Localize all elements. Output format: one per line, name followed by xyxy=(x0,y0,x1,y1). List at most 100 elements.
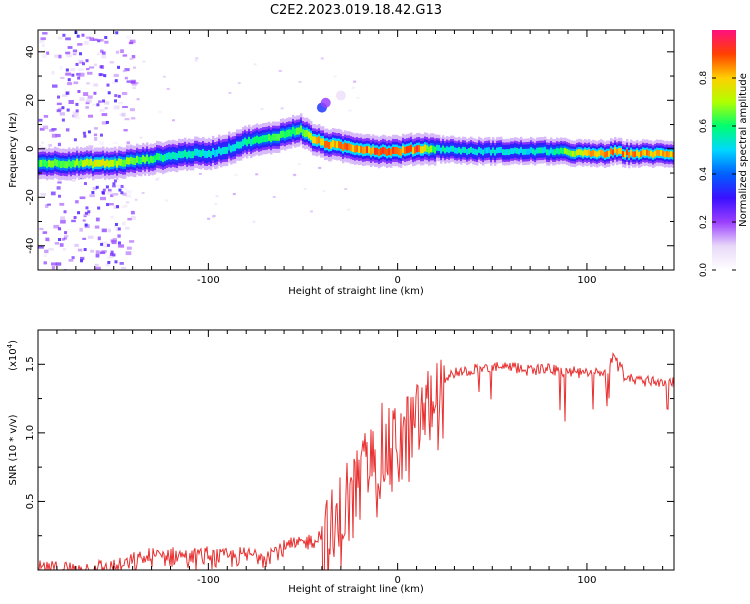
spectrogram-cell xyxy=(184,149,187,157)
spectrogram-speckle xyxy=(94,225,100,229)
spectrogram-cell xyxy=(442,145,445,152)
spectrogram-cell xyxy=(98,159,101,167)
spectrogram-cell xyxy=(300,125,303,133)
spectrogram-cell xyxy=(580,149,583,156)
spectrogram-speckle xyxy=(114,79,118,83)
spectrogram-cell xyxy=(180,151,183,159)
spectrogram-speckle xyxy=(71,179,76,182)
spectrogram-cell xyxy=(546,149,549,156)
spectrogram-cell xyxy=(650,150,653,157)
spectrogram-speckle xyxy=(351,86,355,89)
spectrogram-speckle xyxy=(121,92,128,96)
spectrogram-speckle xyxy=(135,82,139,85)
spectrogram-cell xyxy=(564,147,567,154)
spectrogram-cell xyxy=(94,159,97,167)
spectrogram-speckle xyxy=(123,129,128,132)
spectrogram-speckle xyxy=(125,194,132,198)
spectrogram-cell xyxy=(52,160,55,168)
spectrogram-speckle xyxy=(320,57,324,60)
spectrogram-speckle xyxy=(45,204,49,208)
spectrogram-cell xyxy=(274,133,277,141)
colorbar-label: Normalized spectral amplitude xyxy=(738,73,749,227)
spectrogram-cell xyxy=(248,136,251,144)
spectrogram-speckle xyxy=(87,71,93,75)
spectrogram-cell xyxy=(244,137,247,145)
spectrogram-speckle xyxy=(90,249,94,253)
spectrogram-cell xyxy=(334,140,337,148)
spectrogram-cell xyxy=(588,149,591,156)
spectrogram-cell xyxy=(366,146,369,154)
spectrogram-speckle xyxy=(141,191,145,194)
spectrogram-cell xyxy=(84,159,87,167)
spectrogram-speckle xyxy=(58,54,62,59)
spectrogram-speckle xyxy=(126,80,131,83)
spectrogram-cell xyxy=(402,145,405,153)
spectrogram-speckle xyxy=(106,83,110,87)
spectrogram-speckle xyxy=(237,82,241,85)
spectrogram-speckle xyxy=(117,227,121,231)
spectrogram-cell xyxy=(548,149,551,156)
spectrogram-speckle xyxy=(76,34,80,38)
spectrogram-speckle xyxy=(348,109,352,112)
spectrogram-cell xyxy=(530,147,533,154)
spectrogram-speckle xyxy=(84,223,88,227)
spectrogram-speckle xyxy=(75,62,79,66)
spectrogram-speckle xyxy=(107,188,112,193)
spectrogram-speckle xyxy=(255,173,259,176)
spectrogram-speckle xyxy=(51,128,57,131)
spectrogram-cell xyxy=(482,149,485,156)
spectrogram-cell xyxy=(282,130,285,138)
spectrogram-speckle xyxy=(99,133,103,137)
spectrogram-cell xyxy=(598,150,601,157)
spectrogram-speckle xyxy=(50,191,56,196)
snr-frame xyxy=(37,329,675,571)
spectrogram-speckle xyxy=(71,73,75,77)
spectrogram-cell xyxy=(634,151,637,158)
colorbar-tick-label: 0.6 xyxy=(699,119,709,134)
spectrogram-cell xyxy=(200,150,203,158)
spectrogram-cell xyxy=(488,147,491,154)
spectrogram-cell xyxy=(478,146,481,153)
spectrogram-speckle xyxy=(42,32,48,35)
spectrogram-blob xyxy=(320,97,331,108)
spectrogram-cell xyxy=(584,149,587,156)
spectrogram-cell xyxy=(116,160,119,168)
spectrogram-xtick-label: 0 xyxy=(394,275,400,286)
spectrogram-speckle xyxy=(95,185,99,189)
spectrogram-speckle xyxy=(61,94,68,97)
spectrogram-cell xyxy=(354,145,357,153)
spectrogram-cell xyxy=(338,141,341,149)
spectrogram-cell xyxy=(604,151,607,158)
spectrogram-speckle xyxy=(122,192,127,196)
spectrogram-speckle xyxy=(120,191,124,195)
spectrogram-speckle xyxy=(114,224,118,229)
spectrogram-cell xyxy=(526,148,529,155)
spectrogram-speckle xyxy=(59,202,65,206)
spectrogram-cell xyxy=(310,133,313,141)
spectrogram-speckle xyxy=(322,189,326,192)
spectrogram-speckle xyxy=(303,187,307,190)
spectrogram-cell xyxy=(504,149,507,156)
spectrogram-cell xyxy=(142,155,145,163)
spectrogram-speckle xyxy=(99,251,106,255)
spectrogram-speckle xyxy=(278,69,282,72)
spectrogram-blob xyxy=(335,90,346,101)
spectrogram-speckle xyxy=(75,109,79,113)
spectrogram-speckle xyxy=(293,173,297,176)
spectrogram-speckle xyxy=(60,219,66,224)
spectrogram-speckle xyxy=(101,250,107,253)
spectrogram-cell xyxy=(186,151,189,159)
spectrogram-cell xyxy=(534,149,537,156)
spectrogram-speckle xyxy=(110,250,114,254)
spectrogram-speckle xyxy=(280,107,284,110)
colorbar: 0.0 0.2 0.4 0.6 0.8 Normalized spectral ampl… xyxy=(699,30,749,277)
spectrogram-speckle xyxy=(97,236,101,241)
spectrogram-speckle xyxy=(93,91,97,95)
spectrogram-speckle xyxy=(318,166,322,169)
spectrogram-speckle xyxy=(80,259,84,263)
spectrogram-cell xyxy=(522,149,525,155)
spectrogram-cell xyxy=(96,159,99,167)
spectrogram-speckle xyxy=(107,91,111,95)
spectrogram-cell xyxy=(506,149,509,155)
spectrogram-speckle xyxy=(73,113,79,117)
